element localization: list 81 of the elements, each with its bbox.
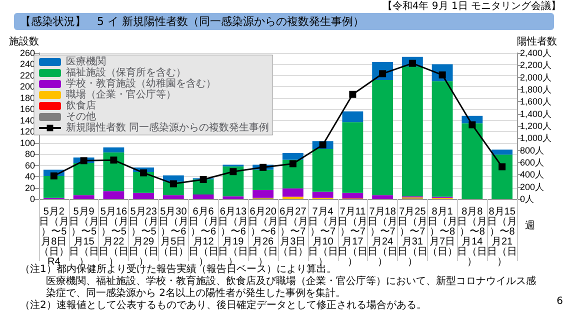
point xyxy=(289,160,296,168)
legend-label: 医療機関 xyxy=(66,56,106,68)
chart-title: 【感染状況】 5 イ 新規陽性者数（同一感染源からの複数発生事例） xyxy=(14,13,554,30)
point xyxy=(260,164,267,171)
y-tick-label: 20 xyxy=(24,182,35,193)
x-tick-label: 7月11日（月）〜7月17日（日） xyxy=(338,206,368,268)
bar xyxy=(282,152,304,160)
y2-tick-label: 1,800人 xyxy=(520,84,552,94)
y2-tick-label: 1,000人 xyxy=(520,133,552,144)
bar xyxy=(342,192,364,198)
text: 【令和4年 9月 1日 モニタリング会議】 xyxy=(382,1,561,12)
x-tick-label: 8月1日（月）〜8月7日（日） xyxy=(427,206,458,258)
bar xyxy=(492,150,513,155)
bar xyxy=(133,192,154,199)
y-tick-label: 60 xyxy=(24,160,35,170)
point xyxy=(349,90,356,98)
point xyxy=(170,180,177,188)
bar xyxy=(372,195,394,199)
y2-tick-label: 0人 xyxy=(520,194,534,204)
y2-tick-label: 2,000人 xyxy=(520,72,552,82)
x-tick-label: 6月27日（月）〜7月3日（日） xyxy=(278,206,308,258)
bar xyxy=(492,154,513,199)
x-tick-label: 5月30日（月）〜6月5日（日） xyxy=(158,206,188,258)
text: （注2）速報値として公表するものであり、後日確定データとして修正される場合がある。 xyxy=(20,300,428,312)
bar xyxy=(342,122,364,193)
bar xyxy=(312,192,334,198)
bar xyxy=(73,195,94,199)
point xyxy=(140,169,148,176)
x-tick-label: 8月8日（月）〜8月14日（日） xyxy=(457,206,488,268)
legend-label: 福祉施設（保育所を含む） xyxy=(66,66,186,78)
y-tick-label: 40 xyxy=(24,172,35,182)
y2-tick-label: 400人 xyxy=(520,170,544,180)
text: 6 xyxy=(556,296,563,307)
bar xyxy=(252,170,274,190)
bar xyxy=(43,176,64,198)
point xyxy=(110,156,118,164)
point xyxy=(498,163,506,170)
bar xyxy=(462,123,483,199)
bar xyxy=(222,196,244,199)
point xyxy=(200,176,207,184)
text: 医療機関、福祉施設、学校・教育施設、飲食店及び職場（企業・官公庁等）において、新型コロナウイルス感染症で、同一感染源から 2名以上の陽性者が発生した事例を集計。 xyxy=(45,276,537,300)
y2-tick-label: 1,400人 xyxy=(520,108,552,119)
bar xyxy=(73,163,94,196)
bar xyxy=(432,81,453,197)
bar xyxy=(312,149,334,192)
x-axis-title: 週 xyxy=(525,220,535,232)
y-tick-label: 100 xyxy=(20,138,35,148)
bar xyxy=(342,111,364,122)
y2-tick-label: 2,200人 xyxy=(520,60,552,70)
legend-label: その他 xyxy=(66,110,96,122)
bar xyxy=(372,80,394,196)
point xyxy=(468,121,476,128)
point xyxy=(230,168,237,176)
bar xyxy=(103,152,124,192)
y2-tick-label: 200人 xyxy=(520,182,544,192)
point xyxy=(50,172,58,180)
y2-tick-label: 2,400人 xyxy=(520,48,552,58)
bar xyxy=(103,147,124,152)
y2-tick-label: 1,200人 xyxy=(520,121,552,131)
y2-tick-label: 600人 xyxy=(520,158,544,168)
y-axis-title: 施設数 xyxy=(9,36,39,48)
bar xyxy=(252,190,274,198)
legend-label: 飲食店 xyxy=(66,100,96,112)
y2-axis-title: 陽性者数 xyxy=(517,36,557,48)
legend-label: 学校・教育施設（幼稚園を含む） xyxy=(66,78,216,90)
bar xyxy=(162,195,184,199)
legend-label: 職場（企業・官公庁等） xyxy=(66,88,176,100)
x-tick-label: 7月18日（月）〜7月24日（日） xyxy=(368,206,398,268)
y2-tick-label: 1,600人 xyxy=(520,96,552,107)
bar xyxy=(282,188,304,197)
point xyxy=(80,157,88,164)
y-tick-label: 260 xyxy=(20,48,35,58)
y2-tick-label: 800人 xyxy=(520,145,544,156)
y-tick-label: 80 xyxy=(24,149,35,160)
x-tick-label: 7月25日（月）〜7月31日（日） xyxy=(397,206,428,268)
y-tick-label: 0 xyxy=(30,194,35,204)
x-tick-label: 8月15日（月）〜8月21日（日） xyxy=(487,206,518,268)
bar xyxy=(192,194,214,199)
bar xyxy=(103,191,124,199)
bar xyxy=(402,66,423,196)
legend-label: 新規陽性者数 同一感染源からの複数発生事例 xyxy=(66,122,269,134)
